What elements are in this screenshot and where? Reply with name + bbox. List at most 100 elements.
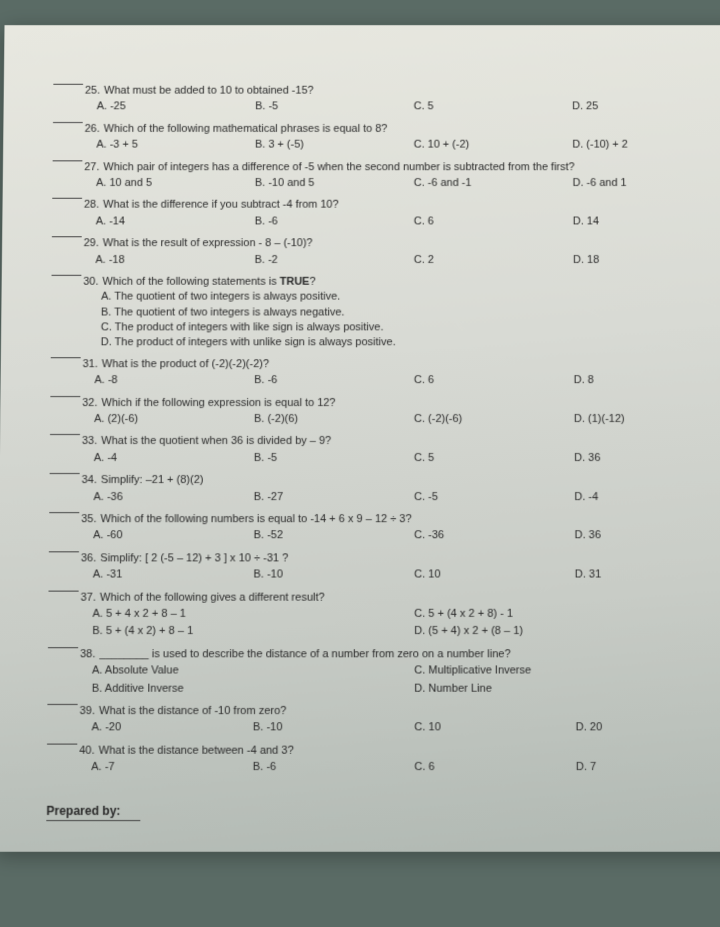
question-number: 37. xyxy=(81,590,97,606)
choice-option: A. -60 xyxy=(89,528,250,545)
answer-blank[interactable] xyxy=(52,275,82,276)
choice-option: D. 36 xyxy=(571,528,720,545)
choices-row: A. -20B. -10C. 10D. 20 xyxy=(87,719,720,737)
choice-option: D. (1)(-12) xyxy=(570,411,720,428)
choice-option: C. 6 xyxy=(410,372,570,389)
answer-blank[interactable] xyxy=(52,236,82,237)
question-number: 29. xyxy=(84,236,99,251)
choice-option: D. 25 xyxy=(568,99,720,116)
answer-blank[interactable] xyxy=(51,357,81,358)
choice-option: C. -6 and -1 xyxy=(410,175,569,192)
statement-option: D. The product of integers with unlike s… xyxy=(101,336,720,351)
choice-option: B. -6 xyxy=(251,213,410,230)
question-text: Which of the following mathematical phra… xyxy=(104,122,720,137)
choices-row: A. -8B. -6C. 6D. 8 xyxy=(90,372,720,389)
choice-option: B. -6 xyxy=(250,372,410,389)
choices-row: A. -25B. -5C. 5D. 25 xyxy=(93,99,720,116)
question-text: What is the result of expression - 8 – (… xyxy=(103,236,720,251)
choice-option: C. 10 xyxy=(410,567,571,585)
question-30: 30. Which of the following statements is … xyxy=(51,275,720,351)
choice-option: A. -20 xyxy=(87,719,248,737)
choices-row: A. -7B. -6C. 6D. 7 xyxy=(87,759,720,777)
choices-row: A. -36B. -27C. -5D. -4 xyxy=(89,489,720,506)
answer-blank[interactable] xyxy=(53,122,83,123)
statement-option: A. The quotient of two integers is alway… xyxy=(101,290,720,305)
question-number: 30. xyxy=(83,275,98,290)
question-text: Simplify: [ 2 (-5 – 12) + 3 ] x 10 ÷ -31… xyxy=(100,551,720,566)
question-number: 40. xyxy=(79,743,95,759)
question-text: Simplify: –21 + (8)(2) xyxy=(101,473,720,488)
question-34: 34.Simplify: –21 + (8)(2)A. -36B. -27C. … xyxy=(49,473,720,506)
answer-blank[interactable] xyxy=(52,198,82,199)
question-line: 30. Which of the following statements is … xyxy=(51,275,720,290)
question-text: Which of the following statements is TRU… xyxy=(102,275,720,290)
question-32: 32.Which if the following expression is … xyxy=(50,396,720,429)
answer-blank[interactable] xyxy=(47,743,77,744)
question-38: 38.________ is used to describe the dist… xyxy=(47,647,720,698)
choice-option: A. -14 xyxy=(92,213,251,230)
choices-row: A. -18B. -2C. 2D. 18 xyxy=(91,252,720,269)
question-line: 31.What is the product of (-2)(-2)(-2)? xyxy=(51,357,720,372)
choice-option: B. -5 xyxy=(250,450,410,467)
choice-option: D. 8 xyxy=(570,372,720,389)
answer-blank[interactable] xyxy=(53,160,83,161)
question-number: 27. xyxy=(84,160,99,175)
question-36: 36.Simplify: [ 2 (-5 – 12) + 3 ] x 10 ÷ … xyxy=(49,551,720,584)
statements-block: A. The quotient of two integers is alway… xyxy=(101,290,720,351)
question-line: 26. Which of the following mathematical p… xyxy=(53,122,720,137)
question-33: 33.What is the quotient when 36 is divid… xyxy=(50,434,720,467)
question-line: 40.What is the distance between -4 and 3… xyxy=(47,743,720,759)
choice-option: A. Absolute Value xyxy=(88,662,410,680)
question-line: 37.Which of the following gives a differ… xyxy=(48,590,720,606)
choice-option: D. 14 xyxy=(569,213,720,230)
choice-option: C. -5 xyxy=(410,489,570,506)
question-number: 35. xyxy=(81,512,96,527)
answer-blank[interactable] xyxy=(50,396,80,397)
choice-option: A. -31 xyxy=(89,567,250,585)
answer-blank[interactable] xyxy=(48,647,78,648)
choice-option: C. 10 + (-2) xyxy=(410,137,569,154)
answer-blank[interactable] xyxy=(48,590,78,591)
answer-blank[interactable] xyxy=(49,512,79,513)
answer-blank[interactable] xyxy=(47,704,77,705)
question-line: 35.Which of the following numbers is equ… xyxy=(49,512,720,527)
choice-option: B. -10 and 5 xyxy=(251,175,410,192)
question-number: 32. xyxy=(82,396,97,411)
question-text: Which of the following gives a different… xyxy=(100,590,720,606)
question-26: 26. Which of the following mathematical p… xyxy=(53,122,720,154)
choice-option: D. 7 xyxy=(572,759,720,777)
question-29: 29. What is the result of expression - 8 … xyxy=(52,236,720,268)
answer-blank[interactable] xyxy=(50,473,80,474)
question-40: 40.What is the distance between -4 and 3… xyxy=(47,743,720,776)
question-39: 39.What is the distance of -10 from zero… xyxy=(47,704,720,737)
question-number: 31. xyxy=(83,357,98,372)
choice-option: A. -7 xyxy=(87,759,249,777)
choice-option: B. 5 + (4 x 2) + 8 – 1 xyxy=(88,623,410,641)
statement-option: C. The product of integers with like sig… xyxy=(101,321,720,336)
choice-option: A. -25 xyxy=(93,99,252,116)
choice-option: A. -8 xyxy=(90,372,250,389)
choice-option: B. -5 xyxy=(251,99,410,116)
question-line: 38.________ is used to describe the dist… xyxy=(48,647,720,663)
answer-blank[interactable] xyxy=(49,551,79,552)
choices-row: A. -60B. -52C. -36D. 36 xyxy=(89,528,720,545)
choice-option: C. 5 + (4 x 2 + 8) - 1 xyxy=(410,606,720,624)
question-37: 37.Which of the following gives a differ… xyxy=(48,590,720,641)
choice-option: C. 5 xyxy=(410,99,569,116)
choice-option: A. 5 + 4 x 2 + 8 – 1 xyxy=(88,606,410,624)
choices-row: A. -31B. -10C. 10D. 31 xyxy=(89,567,720,585)
statement-option: B. The quotient of two integers is alway… xyxy=(101,305,720,320)
choice-option: A. -18 xyxy=(91,252,250,269)
question-number: 38. xyxy=(80,647,96,663)
question-line: 34.Simplify: –21 + (8)(2) xyxy=(49,473,720,488)
choice-option: D. 20 xyxy=(572,719,720,737)
answer-blank[interactable] xyxy=(50,434,80,435)
answer-blank[interactable] xyxy=(53,84,83,85)
choice-option: A. (2)(-6) xyxy=(90,411,250,428)
question-line: 28.What is the difference if you subtrac… xyxy=(52,198,720,213)
question-text: What is the distance of -10 from zero? xyxy=(99,704,720,720)
choices-row: A. (2)(-6)B. (-2)(6)C. (-2)(-6)D. (1)(-1… xyxy=(90,411,720,428)
choice-option: B. -2 xyxy=(251,252,410,269)
question-25: 25.What must be added to 10 to obtained … xyxy=(53,84,720,116)
question-number: 26. xyxy=(85,122,100,137)
